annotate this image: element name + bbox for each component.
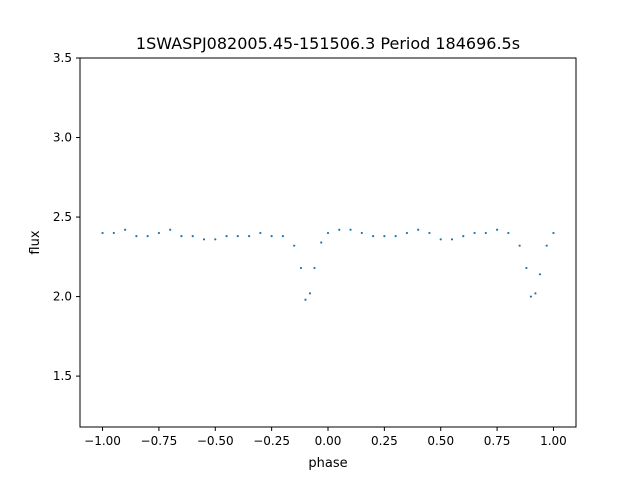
x-axis-label: phase (308, 456, 347, 471)
x-axis: −1.00 −0.75 −0.50 −0.25 0.00 0.25 0.50 0.75 1.00 (84, 427, 567, 448)
data-point (299, 266, 303, 270)
data-point (135, 235, 138, 238)
data-point (214, 238, 217, 241)
data-point (157, 231, 161, 235)
data-point (507, 231, 510, 235)
y-tick-label: 1.5 (53, 369, 72, 383)
data-point (225, 235, 228, 238)
data-point (146, 235, 149, 238)
data-point (371, 235, 375, 238)
data-point (439, 238, 442, 241)
data-point (552, 231, 555, 235)
data-point (450, 238, 454, 241)
data-point (259, 231, 262, 235)
data-point (525, 266, 528, 270)
chart-title: 1SWASPJ082005.45-151506.3 Period 184696.… (136, 34, 520, 53)
data-point (405, 231, 409, 235)
data-point (462, 235, 465, 238)
x-tick-label: −0.75 (141, 434, 178, 448)
data-point (123, 228, 127, 231)
y-tick-label: 3.5 (53, 51, 72, 65)
x-tick-label: 0.50 (427, 434, 454, 448)
x-tick-label: −0.25 (253, 434, 290, 448)
x-tick-label: 1.00 (540, 434, 567, 448)
data-point (383, 235, 386, 238)
data-point (326, 231, 330, 235)
data-point (534, 292, 537, 295)
data-point (428, 231, 431, 235)
data-point (518, 244, 521, 247)
data-point (247, 235, 251, 238)
data-point (308, 292, 312, 295)
data-point (202, 238, 206, 241)
y-axis-label: flux (28, 230, 43, 254)
scatter-points (101, 228, 555, 301)
y-tick-label: 2.5 (53, 210, 72, 224)
data-point (495, 228, 499, 231)
data-point (101, 231, 104, 235)
x-tick-label: 0.75 (484, 434, 511, 448)
data-point (270, 235, 273, 238)
data-point (538, 273, 542, 276)
data-point (545, 244, 548, 247)
data-point (293, 244, 296, 247)
data-point (191, 235, 194, 238)
data-point (180, 235, 183, 238)
data-point (360, 231, 363, 235)
plot-frame (79, 57, 577, 428)
data-point (281, 235, 285, 238)
data-point (169, 228, 172, 231)
x-tick-label: −0.50 (197, 434, 234, 448)
data-point (320, 241, 323, 244)
data-point (349, 228, 352, 231)
data-point (529, 295, 533, 298)
x-tick-label: 0.25 (371, 434, 398, 448)
data-point (484, 231, 487, 235)
data-point (417, 228, 420, 231)
x-tick-label: 0.00 (315, 434, 342, 448)
y-axis: 1.5 2.0 2.5 3.0 3.5 (53, 51, 80, 383)
data-point (313, 266, 316, 270)
data-point (112, 231, 115, 235)
data-point (304, 298, 307, 301)
data-point (338, 228, 341, 231)
y-tick-label: 2.0 (53, 290, 72, 304)
data-point (236, 235, 239, 238)
y-tick-label: 3.0 (53, 131, 72, 145)
data-point (394, 235, 397, 238)
data-point (473, 231, 476, 235)
x-tick-label: −1.00 (84, 434, 121, 448)
